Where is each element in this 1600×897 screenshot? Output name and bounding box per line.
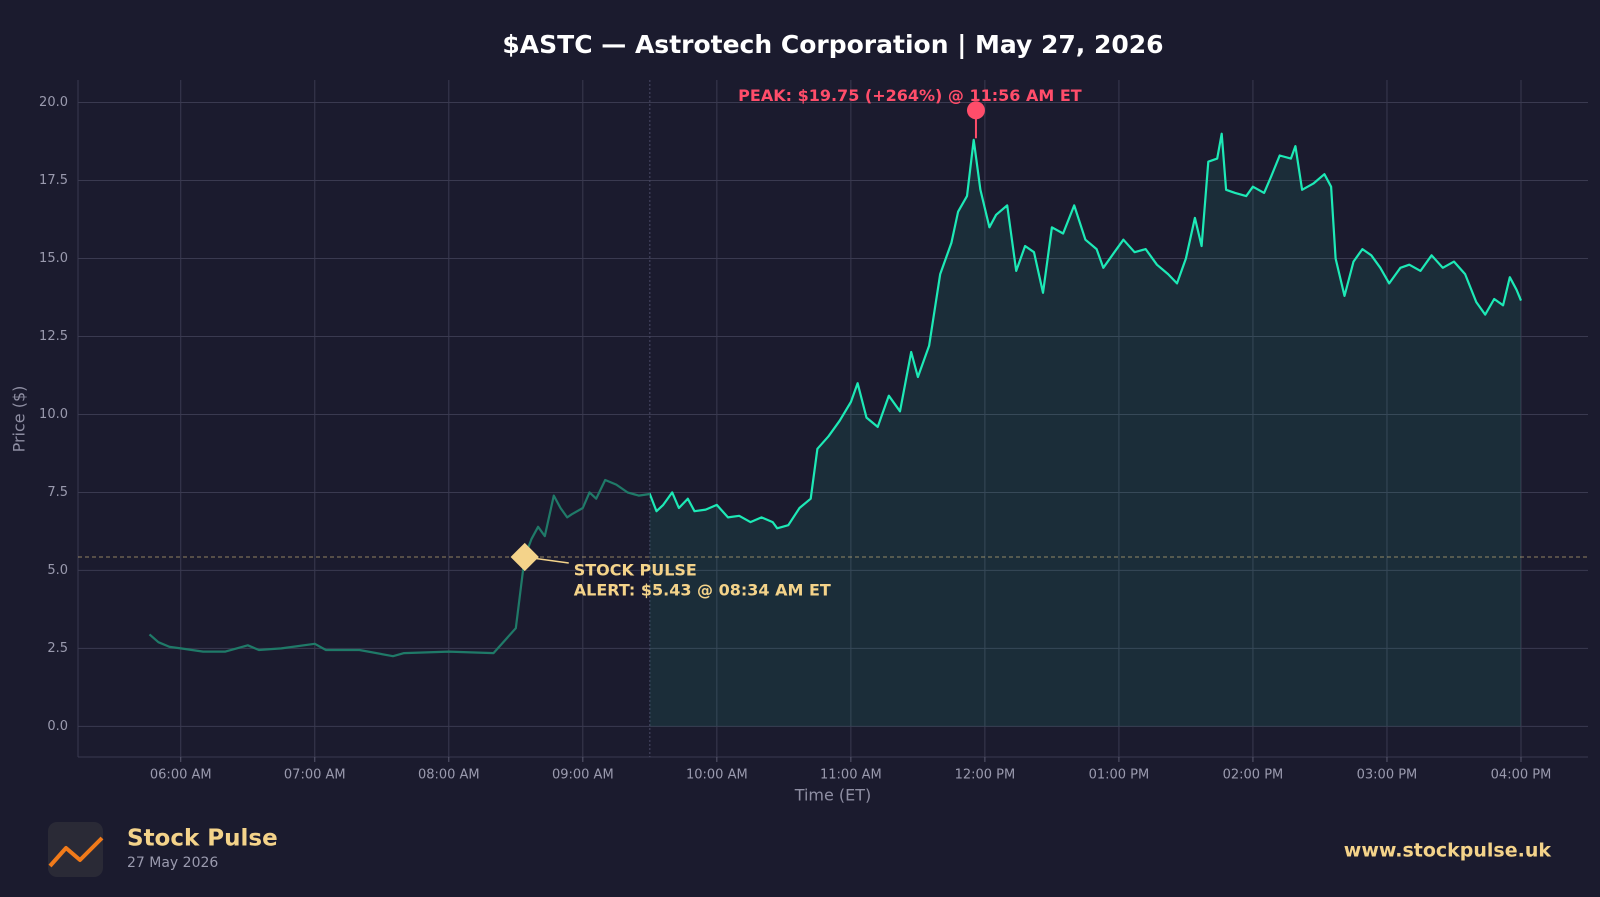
alert-label: STOCK PULSE (574, 561, 697, 580)
x-tick-label: 06:00 AM (150, 768, 212, 783)
y-tick-label: 17.5 (39, 173, 68, 188)
website-url: www.stockpulse.uk (1344, 840, 1552, 862)
y-tick-label: 15.0 (39, 251, 68, 266)
x-tick-label: 02:00 PM (1223, 768, 1284, 783)
y-tick-label: 10.0 (39, 407, 68, 422)
y-tick-label: 12.5 (39, 329, 68, 344)
peak-label: PEAK: $19.75 (+264%) @ 11:56 AM ET (738, 86, 1082, 105)
chart-title: $ASTC — Astrotech Corporation | May 27, … (502, 30, 1163, 59)
x-tick-label: 07:00 AM (284, 768, 346, 783)
y-tick-label: 0.0 (47, 719, 68, 734)
y-tick-label: 20.0 (39, 95, 68, 110)
x-axis-label: Time (ET) (794, 786, 872, 805)
y-axis-label: Price ($) (10, 386, 29, 453)
session-area (649, 133, 1521, 727)
brand-date: 27 May 2026 (127, 855, 218, 871)
alert-marker (510, 542, 539, 572)
y-tick-label: 5.0 (47, 563, 68, 578)
brand-name: Stock Pulse (127, 826, 278, 852)
logo (48, 822, 104, 877)
x-tick-label: 10:00 AM (686, 768, 748, 783)
y-tick-label: 7.5 (47, 485, 68, 500)
x-tick-label: 04:00 PM (1491, 768, 1552, 783)
peak-marker (966, 101, 985, 120)
x-tick-label: 01:00 PM (1089, 768, 1150, 783)
y-tick-label: 2.5 (47, 641, 68, 656)
x-tick-label: 03:00 PM (1357, 768, 1418, 783)
alert-label: ALERT: $5.43 @ 08:34 AM ET (574, 581, 831, 600)
price-line (148, 132, 1523, 658)
x-tick-label: 08:00 AM (418, 768, 480, 783)
x-tick-label: 12:00 PM (955, 768, 1016, 783)
x-tick-label: 11:00 AM (820, 768, 882, 783)
x-tick-label: 09:00 AM (552, 768, 614, 783)
